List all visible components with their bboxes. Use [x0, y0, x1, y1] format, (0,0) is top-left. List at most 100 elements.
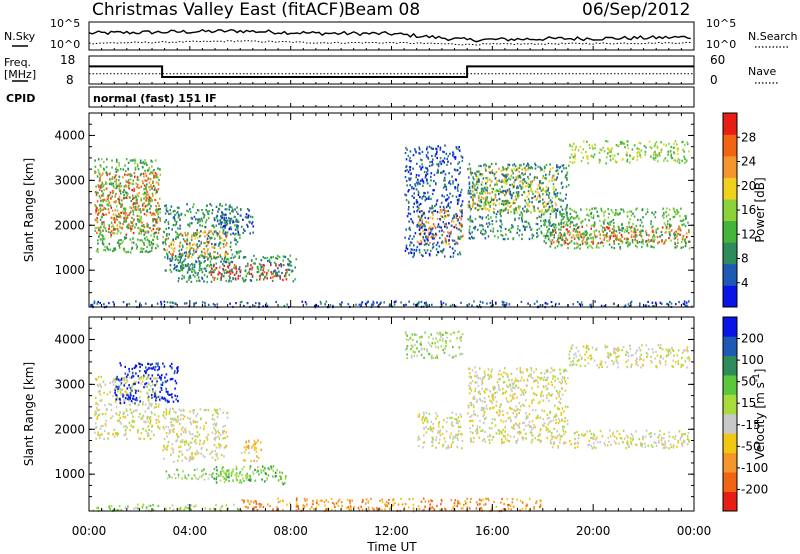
scatter-cell [457, 189, 459, 192]
scatter-cell [275, 274, 278, 278]
colorbar-segment [723, 177, 737, 200]
scatter-cell [668, 232, 671, 236]
scatter-cell [663, 143, 665, 146]
scatter-cell [430, 197, 432, 201]
scatter-cell [154, 174, 157, 177]
scatter-cell [179, 241, 182, 244]
scatter-cell [134, 388, 136, 392]
scatter-cell [170, 205, 173, 208]
scatter-cell [164, 399, 167, 402]
scatter-cell [183, 259, 185, 262]
scatter-cell [668, 227, 670, 230]
scatter-cell [626, 211, 629, 214]
scatter-cell [408, 237, 410, 240]
scatter-cell [138, 377, 141, 380]
scatter-cell [282, 264, 285, 267]
scatter-cell [489, 301, 492, 305]
colorbar-segment [723, 242, 737, 265]
scatter-cell [140, 210, 143, 213]
scatter-cell [490, 216, 492, 219]
scatter-cell [485, 231, 487, 234]
scatter-cell [260, 263, 262, 266]
scatter-cell [563, 221, 566, 224]
scatter-cell [564, 197, 567, 200]
scatter-cell [219, 255, 222, 258]
scatter-cell [553, 210, 555, 213]
scatter-cell [168, 245, 170, 248]
scatter-cell [224, 221, 227, 225]
scatter-cell [471, 205, 474, 208]
scatter-cell [99, 229, 101, 232]
scatter-cell [495, 216, 497, 219]
power-frame [88, 112, 695, 308]
scatter-cell [473, 237, 475, 240]
scatter-cell [468, 200, 470, 203]
scatter-cell [615, 144, 618, 147]
scatter-cell [135, 396, 138, 400]
scatter-cell [281, 271, 283, 275]
scatter-cell [180, 256, 183, 259]
scatter-cell [175, 411, 177, 414]
scatter-cell [608, 148, 610, 151]
scatter-cell [149, 363, 152, 366]
scatter-cell [134, 205, 137, 208]
scatter-cell [127, 373, 129, 376]
scatter-cell [530, 182, 532, 186]
scatter-cell [103, 429, 106, 433]
scatter-cell [114, 209, 117, 212]
scatter-cell [645, 213, 647, 216]
scatter-cell [469, 217, 471, 220]
scatter-cell [605, 235, 608, 238]
scatter-cell [228, 205, 231, 208]
scatter-cell [146, 432, 149, 435]
scatter-cell [673, 151, 675, 154]
scatter-cell [143, 162, 146, 166]
scatter-cell [194, 421, 197, 424]
scatter-cell [420, 241, 423, 244]
scatter-cell [642, 229, 644, 232]
scatter-cell [109, 391, 111, 394]
scatter-cell [423, 302, 426, 305]
scatter-cell [162, 397, 165, 400]
scatter-cell [95, 209, 97, 213]
scatter-cell [145, 370, 147, 373]
scatter-cell [100, 165, 102, 168]
scatter-cell [170, 270, 173, 273]
scatter-cell [510, 175, 513, 178]
scatter-cell [119, 416, 122, 420]
scatter-cell [181, 426, 184, 429]
scatter-cell [644, 304, 647, 307]
scatter-cell [555, 169, 557, 172]
scatter-cell [603, 214, 605, 217]
scatter-cell [98, 185, 100, 188]
scatter-cell [136, 163, 139, 166]
scatter-cell [163, 241, 166, 244]
scatter-cell [639, 224, 642, 227]
scatter-cell [582, 148, 584, 151]
scatter-cell [197, 257, 200, 260]
scatter-cell [267, 259, 269, 263]
scatter-cell [504, 174, 507, 177]
scatter-cell [669, 300, 671, 304]
scatter-cell [189, 410, 191, 413]
scatter-cell [129, 212, 131, 215]
scatter-cell [446, 163, 448, 166]
scatter-cell [422, 181, 425, 184]
scatter-cell [676, 209, 678, 212]
scatter-cell [688, 300, 690, 303]
scatter-cell [550, 242, 553, 245]
scatter-cell [124, 429, 127, 432]
scatter-cell [199, 224, 201, 227]
scatter-cell [199, 264, 201, 267]
scatter-cell [104, 227, 107, 230]
scatter-cell [240, 269, 242, 272]
scatter-cell [598, 230, 601, 233]
scatter-cell [630, 225, 633, 229]
scatter-cell [538, 200, 540, 203]
scatter-cell [141, 416, 144, 419]
scatter-cell [247, 208, 249, 211]
scatter-cell [467, 203, 469, 207]
scatter-cell [136, 214, 139, 217]
scatter-cell [453, 216, 455, 219]
scatter-cell [198, 260, 200, 263]
